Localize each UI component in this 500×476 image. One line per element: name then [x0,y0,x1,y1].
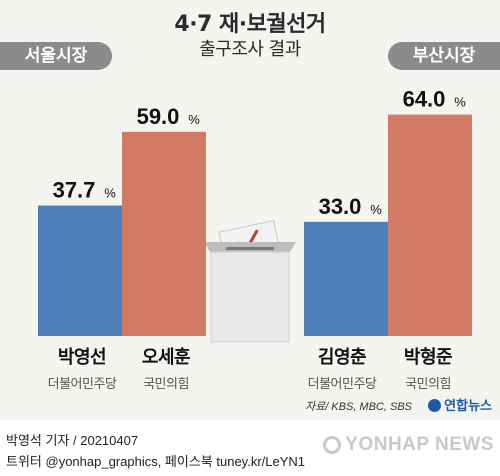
bar-김영춘 [304,221,388,336]
bar-박형준 [388,114,472,336]
footer [0,420,500,476]
ballot-box-icon [204,219,296,343]
data-label: 33.0 [319,194,362,219]
data-label: 37.7 [53,178,96,203]
social-line: 트위터 @yonhap_graphics, 페이스북 tuney.kr/LeYN… [6,454,306,469]
candidate-party: 더불어민주당 [47,377,117,392]
source-note: 자료/ KBS, MBC, SBS [304,401,412,413]
data-label-unit: % [370,202,382,217]
candidate-label: 박형준 국민의힘 [380,343,476,392]
candidate-name: 오세훈 [141,347,191,368]
candidate-party: 더불어민주당 [307,377,377,392]
candidate-name: 박형준 [403,347,453,368]
bar-chart: 37.7 % 59.0 % 33.0 % 64.0% [38,87,472,343]
watermark: YONHAP NEWS [323,434,494,456]
data-label-unit: % [104,186,116,201]
watermark-logo-icon [323,436,342,454]
page-subtitle: 출구조사 결과 [199,39,301,60]
candidate-party: 국민의힘 [143,377,189,392]
brand-logo-text: 연합뉴스 [444,399,492,414]
candidate-label: 김영춘 더불어민주당 [294,343,390,392]
bar-박영선 [38,205,122,336]
data-label-unit: % [188,112,200,127]
region-label-busan: 부산시장 [388,42,500,70]
candidate-name: 김영춘 [317,347,367,368]
yonhap-logo-icon [428,399,442,412]
bar-오세훈 [122,131,206,336]
candidate-label: 박영선 더불어민주당 [34,343,130,392]
brand-logo: 연합뉴스 [428,395,492,414]
watermark-text: YONHAP NEWS [345,434,494,455]
region-label-seoul: 서울시장 [0,42,112,70]
data-label-unit: % [454,95,466,110]
candidate-label: 오세훈 국민의힘 [118,343,214,392]
data-label: 59.0 [137,104,180,129]
credit-line: 박영석 기자 / 20210407 [6,433,139,448]
data-label: 64.0 [403,87,446,112]
candidate-party: 국민의힘 [405,377,451,392]
page-title: 4·7 재·보궐선거 [174,12,326,37]
candidate-name: 박영선 [57,347,107,368]
